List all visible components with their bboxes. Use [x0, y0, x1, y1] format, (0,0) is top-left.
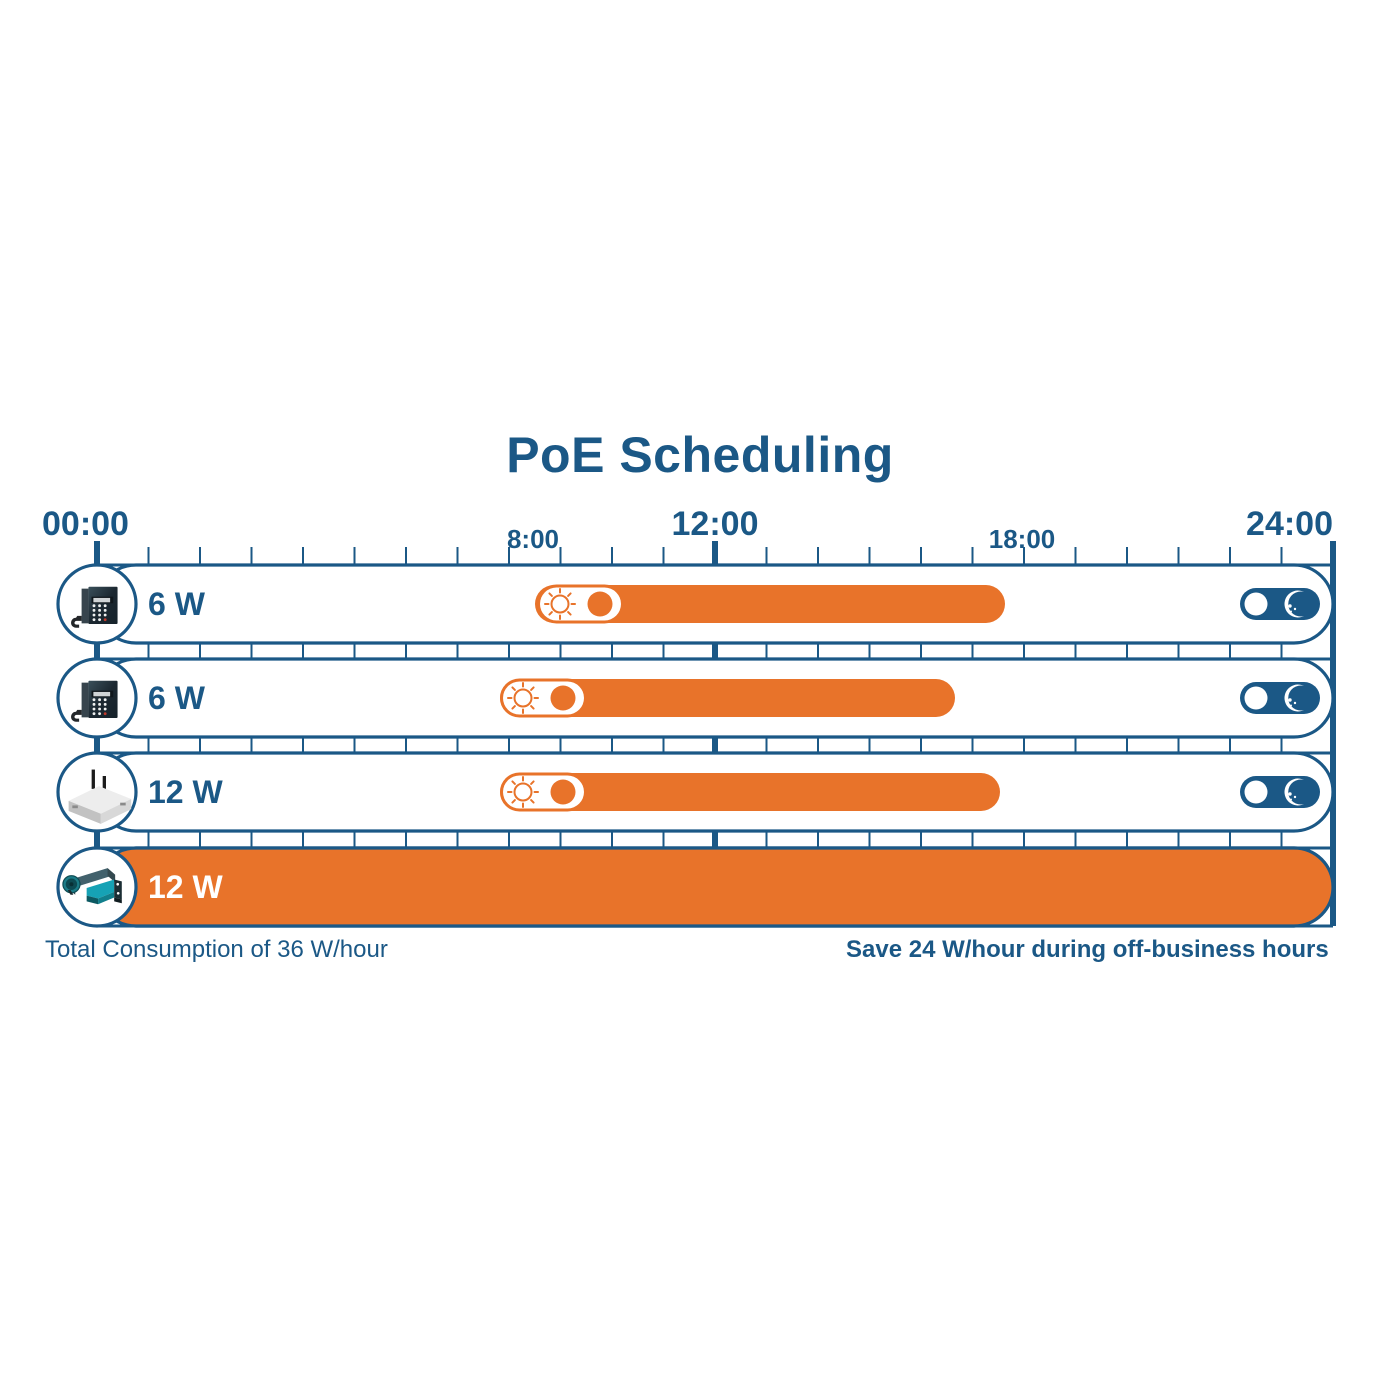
- svg-text:12 W: 12 W: [148, 774, 223, 810]
- svg-text:24:00: 24:00: [1246, 505, 1333, 543]
- svg-text:6 W: 6 W: [148, 586, 206, 622]
- svg-text:8:00: 8:00: [507, 524, 559, 554]
- svg-text:00:00: 00:00: [42, 505, 129, 543]
- svg-text:12 W: 12 W: [148, 869, 223, 905]
- svg-text:12:00: 12:00: [672, 505, 759, 543]
- svg-text:18:00: 18:00: [989, 524, 1056, 554]
- svg-text:6 W: 6 W: [148, 680, 206, 716]
